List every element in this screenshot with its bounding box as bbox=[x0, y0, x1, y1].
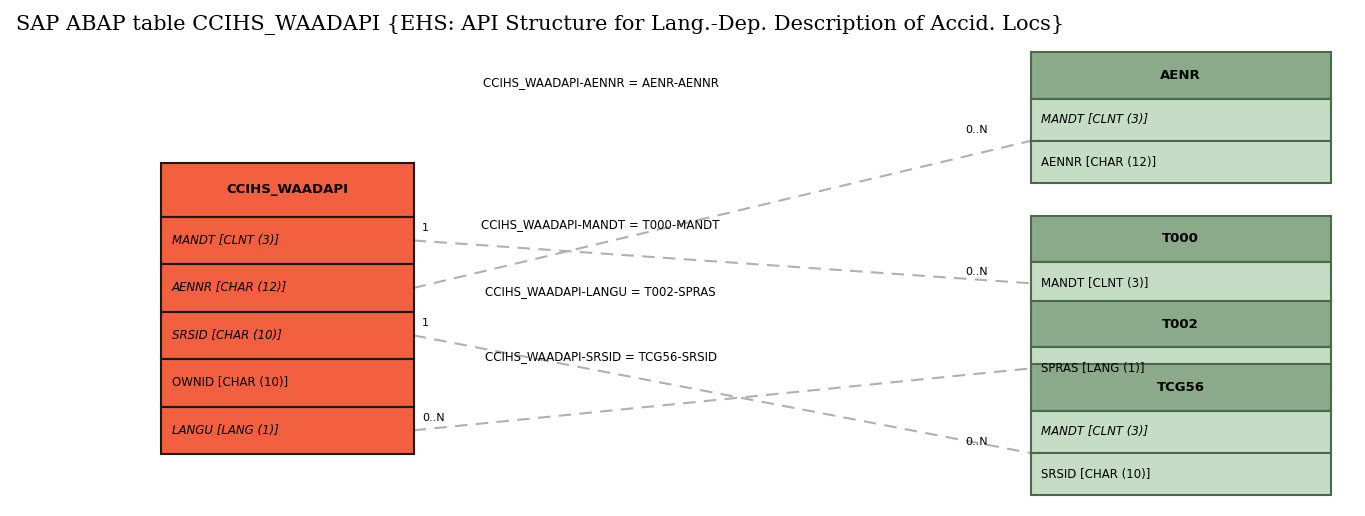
Text: SPRAS [LANG (1)]: SPRAS [LANG (1)] bbox=[1041, 362, 1145, 375]
Bar bbox=[161, 163, 414, 217]
Bar bbox=[161, 407, 414, 454]
Text: LANGU [LANG (1)]: LANGU [LANG (1)] bbox=[172, 424, 278, 437]
Text: CCIHS_WAADAPI-AENNR = AENR-AENNR: CCIHS_WAADAPI-AENNR = AENR-AENNR bbox=[483, 76, 718, 89]
Bar bbox=[161, 312, 414, 359]
Bar bbox=[1031, 347, 1331, 390]
Bar bbox=[1031, 141, 1331, 183]
Text: 0..N: 0..N bbox=[422, 413, 445, 423]
Bar bbox=[161, 217, 414, 264]
Text: SRSID [CHAR (10)]: SRSID [CHAR (10)] bbox=[172, 329, 281, 342]
Text: CCIHS_WAADAPI-LANGU = T002-SPRAS: CCIHS_WAADAPI-LANGU = T002-SPRAS bbox=[486, 285, 715, 298]
Text: TCG56: TCG56 bbox=[1156, 381, 1205, 394]
Text: OWNID [CHAR (10)]: OWNID [CHAR (10)] bbox=[172, 376, 288, 390]
Text: 1: 1 bbox=[422, 318, 429, 328]
Text: SRSID [CHAR (10)]: SRSID [CHAR (10)] bbox=[1041, 467, 1151, 481]
Bar bbox=[1031, 216, 1331, 262]
Text: MANDT [CLNT (3)]: MANDT [CLNT (3)] bbox=[1041, 425, 1148, 439]
Bar bbox=[1031, 301, 1331, 347]
Text: 0..N: 0..N bbox=[965, 437, 988, 447]
Bar bbox=[1031, 262, 1331, 304]
Bar bbox=[161, 264, 414, 312]
Bar bbox=[1031, 364, 1331, 411]
Text: MANDT [CLNT (3)]: MANDT [CLNT (3)] bbox=[1041, 113, 1148, 126]
Text: AENNR [CHAR (12)]: AENNR [CHAR (12)] bbox=[172, 281, 287, 295]
Text: SAP ABAP table CCIHS_WAADAPI {EHS: API Structure for Lang.-Dep. Description of A: SAP ABAP table CCIHS_WAADAPI {EHS: API S… bbox=[16, 15, 1065, 36]
Text: CCIHS_WAADAPI: CCIHS_WAADAPI bbox=[227, 183, 348, 196]
Text: 0..N: 0..N bbox=[965, 125, 988, 135]
Text: T000: T000 bbox=[1162, 232, 1200, 246]
Text: 0..N: 0..N bbox=[965, 267, 988, 277]
Text: 1: 1 bbox=[422, 223, 429, 233]
Text: CCIHS_WAADAPI-MANDT = T000-MANDT: CCIHS_WAADAPI-MANDT = T000-MANDT bbox=[482, 218, 719, 231]
Text: CCIHS_WAADAPI-SRSID = TCG56-SRSID: CCIHS_WAADAPI-SRSID = TCG56-SRSID bbox=[485, 349, 717, 363]
Text: MANDT [CLNT (3)]: MANDT [CLNT (3)] bbox=[172, 234, 278, 247]
Bar bbox=[1031, 411, 1331, 453]
Text: AENNR [CHAR (12)]: AENNR [CHAR (12)] bbox=[1041, 155, 1156, 169]
Bar bbox=[161, 359, 414, 407]
Bar bbox=[1031, 52, 1331, 99]
Bar bbox=[1031, 99, 1331, 141]
Bar bbox=[1031, 453, 1331, 495]
Text: MANDT [CLNT (3)]: MANDT [CLNT (3)] bbox=[1041, 277, 1149, 290]
Text: T002: T002 bbox=[1163, 317, 1198, 331]
Text: AENR: AENR bbox=[1160, 69, 1201, 82]
